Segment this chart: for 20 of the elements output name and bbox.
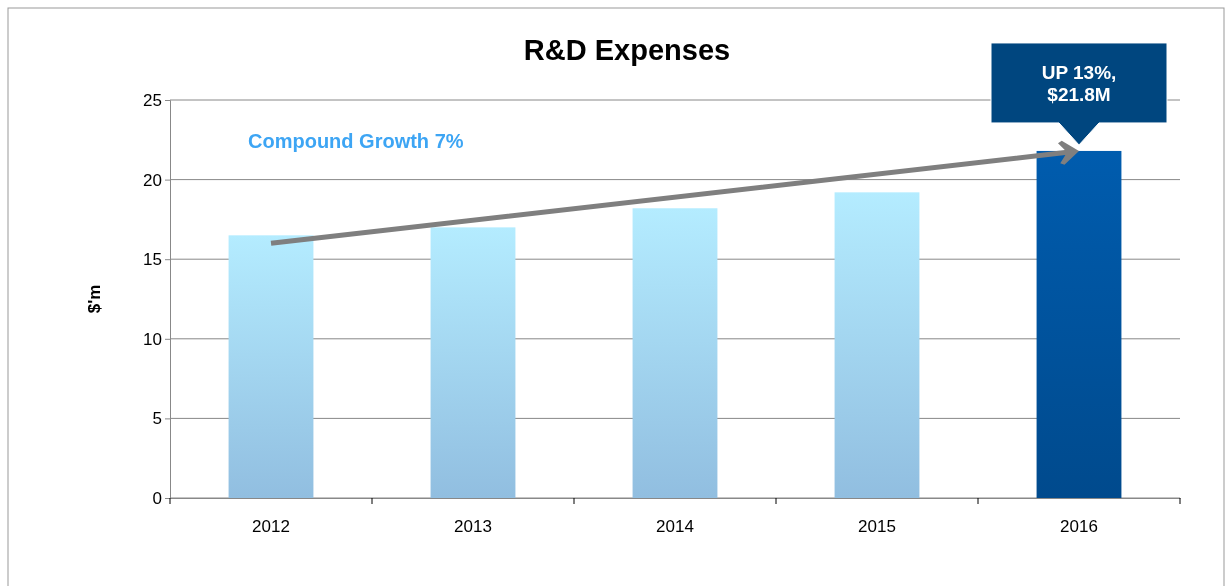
annotation: Compound Growth 7% <box>248 130 464 152</box>
x-tick-label: 2016 <box>1060 517 1098 537</box>
bar <box>228 235 314 498</box>
y-tick-label: 15 <box>143 250 162 270</box>
y-tick-label: 10 <box>143 329 162 349</box>
annotation: UP 13%, $21.8M <box>1041 61 1117 105</box>
y-tick-label: 25 <box>143 90 162 110</box>
x-tick-label: 2015 <box>858 517 896 537</box>
bar <box>430 227 516 498</box>
y-tick-label: 20 <box>143 170 162 190</box>
x-tick-label: 2013 <box>454 517 492 537</box>
chart-title: R&D Expenses <box>523 34 731 66</box>
x-tick-label: 2014 <box>656 517 694 537</box>
y-tick-label: 0 <box>152 488 162 508</box>
bar <box>834 192 920 498</box>
y-tick-label: 5 <box>152 409 162 429</box>
bar <box>632 208 718 498</box>
bar <box>1036 150 1122 498</box>
x-tick-label: 2012 <box>252 517 290 537</box>
y-axis-title: $'m <box>85 284 104 314</box>
